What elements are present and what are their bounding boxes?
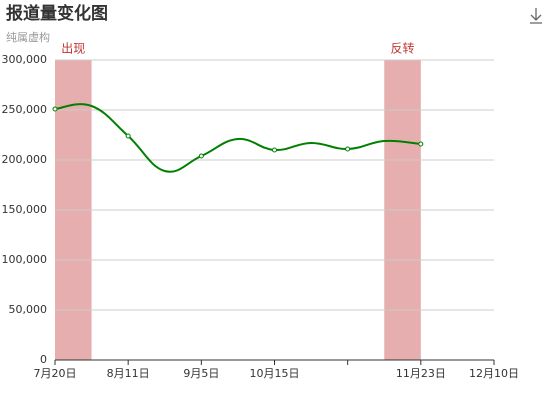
point bbox=[418, 141, 424, 147]
x-tick-label: 8月11日 bbox=[107, 367, 150, 380]
x-tick-label: 7月20日 bbox=[34, 367, 77, 380]
point bbox=[125, 133, 131, 139]
y-tick-label: 300,000 bbox=[2, 53, 48, 66]
y-tick-label: 100,000 bbox=[2, 253, 48, 266]
x-tick-label: 11月23日 bbox=[396, 367, 446, 380]
point bbox=[198, 153, 204, 159]
x-tick-label: 10月15日 bbox=[250, 367, 300, 380]
y-tick-label: 50,000 bbox=[9, 303, 48, 316]
chart-title: 报道量变化图 bbox=[6, 3, 108, 24]
chart-subtitle: 纯属虚构 bbox=[6, 30, 50, 44]
point bbox=[272, 147, 277, 153]
y-tick-label: 200,000 bbox=[2, 153, 48, 166]
download-glyph[interactable] bbox=[530, 8, 542, 24]
x-tick-label: 12月10日 bbox=[469, 367, 519, 380]
point bbox=[52, 106, 58, 112]
x-tick-label: 9月5日 bbox=[183, 367, 219, 380]
y-tick-label: 150,000 bbox=[2, 203, 48, 216]
mark-area-label: 反转 bbox=[391, 41, 415, 56]
y-tick-label: 0 bbox=[40, 353, 47, 366]
point bbox=[345, 146, 351, 152]
y-tick-label: 250,000 bbox=[2, 103, 48, 116]
mark-area-label: 出现 bbox=[61, 42, 85, 56]
line bbox=[54, 103, 421, 173]
download-icon[interactable] bbox=[530, 8, 542, 24]
